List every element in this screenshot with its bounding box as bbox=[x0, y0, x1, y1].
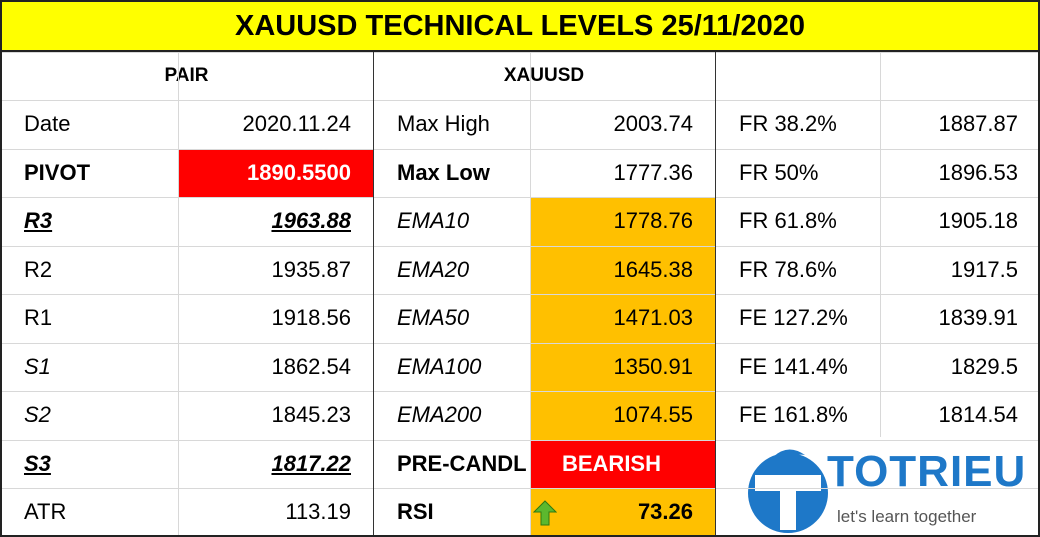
value-cell: 1645.38 bbox=[530, 245, 715, 294]
value-cell: 113.19 bbox=[285, 499, 351, 525]
label-cell: S2 bbox=[24, 402, 51, 428]
value-cell: 1471.03 bbox=[530, 294, 715, 343]
label-cell: RSI bbox=[397, 499, 434, 525]
value-cell: 1918.56 bbox=[271, 305, 351, 331]
label-cell: R2 bbox=[24, 256, 53, 282]
header-pair: PAIR bbox=[164, 65, 209, 86]
value-cell: 1829.5 bbox=[950, 353, 1018, 379]
grid-line bbox=[0, 197, 1040, 198]
value-cell: 1777.36 bbox=[613, 159, 693, 185]
logo-tagline: let's learn together bbox=[837, 507, 977, 526]
grid-line bbox=[0, 245, 1040, 247]
grid-line bbox=[530, 52, 531, 537]
value-cell: 1839.91 bbox=[938, 305, 1018, 331]
logo-icon bbox=[748, 449, 828, 533]
value-cell: 2020.11.24 bbox=[242, 111, 351, 137]
label-cell: FR 78.6% bbox=[739, 256, 837, 282]
value-cell: 73.26 bbox=[530, 488, 715, 537]
grid-line bbox=[0, 148, 1040, 150]
value-cell: 1350.91 bbox=[530, 342, 715, 391]
value-cell: 1887.87 bbox=[938, 111, 1018, 137]
label-cell: S3 bbox=[24, 450, 51, 476]
up-arrow bbox=[532, 500, 558, 526]
title: XAUUSD TECHNICAL LEVELS 25/11/2020 bbox=[0, 0, 1040, 52]
label-cell: EMA10 bbox=[397, 208, 470, 234]
grid-line bbox=[0, 488, 1040, 489]
label-cell: FR 38.2% bbox=[739, 111, 837, 137]
value-cell: 1817.22 bbox=[271, 450, 351, 476]
label-cell: R3 bbox=[24, 208, 53, 234]
label-cell: R1 bbox=[24, 305, 53, 331]
label-cell: EMA200 bbox=[397, 402, 482, 428]
label-cell: FE 127.2% bbox=[739, 305, 848, 331]
value-cell: 1896.53 bbox=[938, 159, 1018, 185]
label-cell: EMA20 bbox=[397, 256, 470, 282]
value-cell: 1963.88 bbox=[271, 208, 351, 234]
header-symbol: XAUUSD bbox=[503, 65, 585, 86]
grid-line bbox=[373, 52, 374, 537]
label-cell: FE 141.4% bbox=[739, 353, 848, 379]
value-cell: 1074.55 bbox=[530, 391, 715, 440]
grid-line bbox=[715, 52, 716, 537]
grid-line bbox=[178, 52, 179, 537]
label-cell: Max Low bbox=[397, 159, 490, 185]
value-cell: 1845.23 bbox=[271, 402, 351, 428]
logo-name: TOTRIEU bbox=[827, 447, 1027, 496]
grid-line bbox=[880, 52, 881, 437]
label-cell: ATR bbox=[24, 499, 67, 525]
value-cell: 1905.18 bbox=[938, 208, 1018, 234]
label-cell: FE 161.8% bbox=[739, 402, 848, 428]
value-cell: 2003.74 bbox=[613, 111, 693, 137]
label-cell: EMA50 bbox=[397, 305, 470, 331]
label-cell: FR 50% bbox=[739, 159, 819, 185]
grid-line bbox=[0, 391, 1040, 392]
label-cell: PRE-CANDL bbox=[397, 450, 527, 476]
label-cell: Date bbox=[24, 111, 71, 137]
label-cell: EMA100 bbox=[397, 353, 482, 379]
grid-line bbox=[0, 294, 1040, 295]
value-cell: 1890.5500 bbox=[178, 148, 373, 197]
grid-line bbox=[0, 439, 1040, 441]
grid-line bbox=[0, 52, 1040, 53]
label-cell: FR 61.8% bbox=[739, 208, 837, 234]
value-cell: 1778.76 bbox=[530, 197, 715, 246]
value-cell: 1814.54 bbox=[938, 402, 1018, 428]
value-cell: 1917.5 bbox=[950, 256, 1018, 282]
label-cell: Max High bbox=[397, 111, 490, 137]
logo: TOTRIEU let's learn together bbox=[715, 437, 1040, 537]
value-cell: 1935.87 bbox=[271, 256, 351, 282]
grid-line bbox=[0, 100, 1040, 101]
label-cell: S1 bbox=[24, 353, 51, 379]
grid-line bbox=[0, 342, 1040, 344]
label-cell: PIVOT bbox=[24, 159, 91, 185]
value-cell: BEARISH bbox=[530, 439, 715, 488]
value-cell: 1862.54 bbox=[271, 353, 351, 379]
